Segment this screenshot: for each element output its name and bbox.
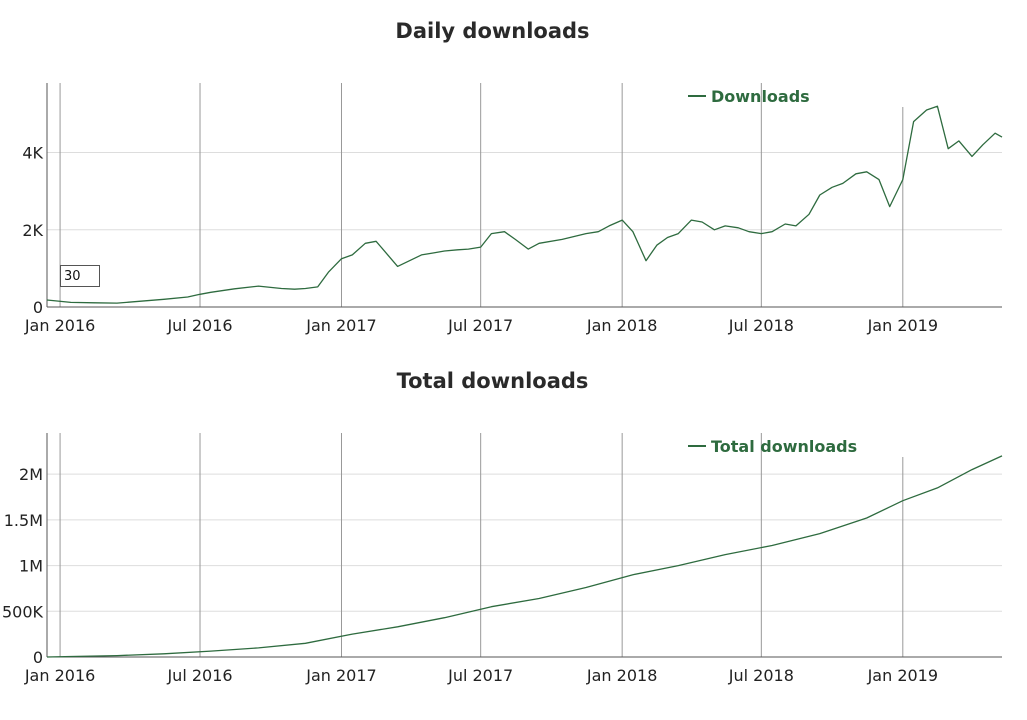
y-tick-label: 4K	[22, 144, 43, 163]
y-tick-label: 1.5M	[4, 511, 43, 530]
x-tick-label: Jul 2016	[166, 666, 232, 685]
x-tick-label: Jan 2018	[586, 316, 657, 335]
y-tick-label: 1M	[19, 557, 43, 576]
y-tick-label: 500K	[2, 602, 44, 621]
y-tick-label: 2K	[22, 221, 43, 240]
legend-label: Total downloads	[711, 437, 857, 456]
y-tick-label: 2M	[19, 465, 43, 484]
x-tick-label: Jan 2016	[24, 316, 95, 335]
x-tick-label: Jan 2018	[586, 666, 657, 685]
x-tick-label: Jul 2018	[728, 316, 794, 335]
legend: Downloads	[688, 87, 810, 106]
smoothing-window-input[interactable]	[60, 265, 100, 287]
x-tick-label: Jan 2019	[867, 666, 938, 685]
y-tick-label: 0	[33, 298, 43, 317]
total-downloads-chart: 0 500K 1M 1.5M 2M Jan 2016 Jul 2016 Jan 2017 Jul…	[2, 433, 1003, 685]
legend: Total downloads	[688, 437, 857, 456]
x-tick-label: Jul 2017	[447, 316, 513, 335]
total-downloads-panel: Total downloads 0 500K 1M 1.5M 2M Jan 2016 Jul…	[0, 350, 1027, 720]
x-tick-label: Jan 2017	[305, 316, 376, 335]
x-tick-label: Jul 2017	[447, 666, 513, 685]
daily-downloads-panel: Daily downloads 0 2K 4K Jan 2016 Jul 2016 Jan…	[0, 0, 1027, 345]
chart-title: Total downloads	[396, 369, 589, 393]
x-tick-label: Jan 2016	[24, 666, 95, 685]
x-tick-label: Jul 2018	[728, 666, 794, 685]
legend-label: Downloads	[711, 87, 810, 106]
daily-downloads-chart: 0 2K 4K Jan 2016 Jul 2016 Jan 2017 Jul 2017 Jan…	[22, 83, 1003, 335]
x-tick-label: Jan 2019	[867, 316, 938, 335]
x-tick-label: Jan 2017	[305, 666, 376, 685]
series-line	[46, 105, 1003, 304]
chart-title: Daily downloads	[395, 19, 590, 43]
x-tick-label: Jul 2016	[166, 316, 232, 335]
y-tick-label: 0	[33, 648, 43, 667]
series-line	[46, 455, 1003, 658]
